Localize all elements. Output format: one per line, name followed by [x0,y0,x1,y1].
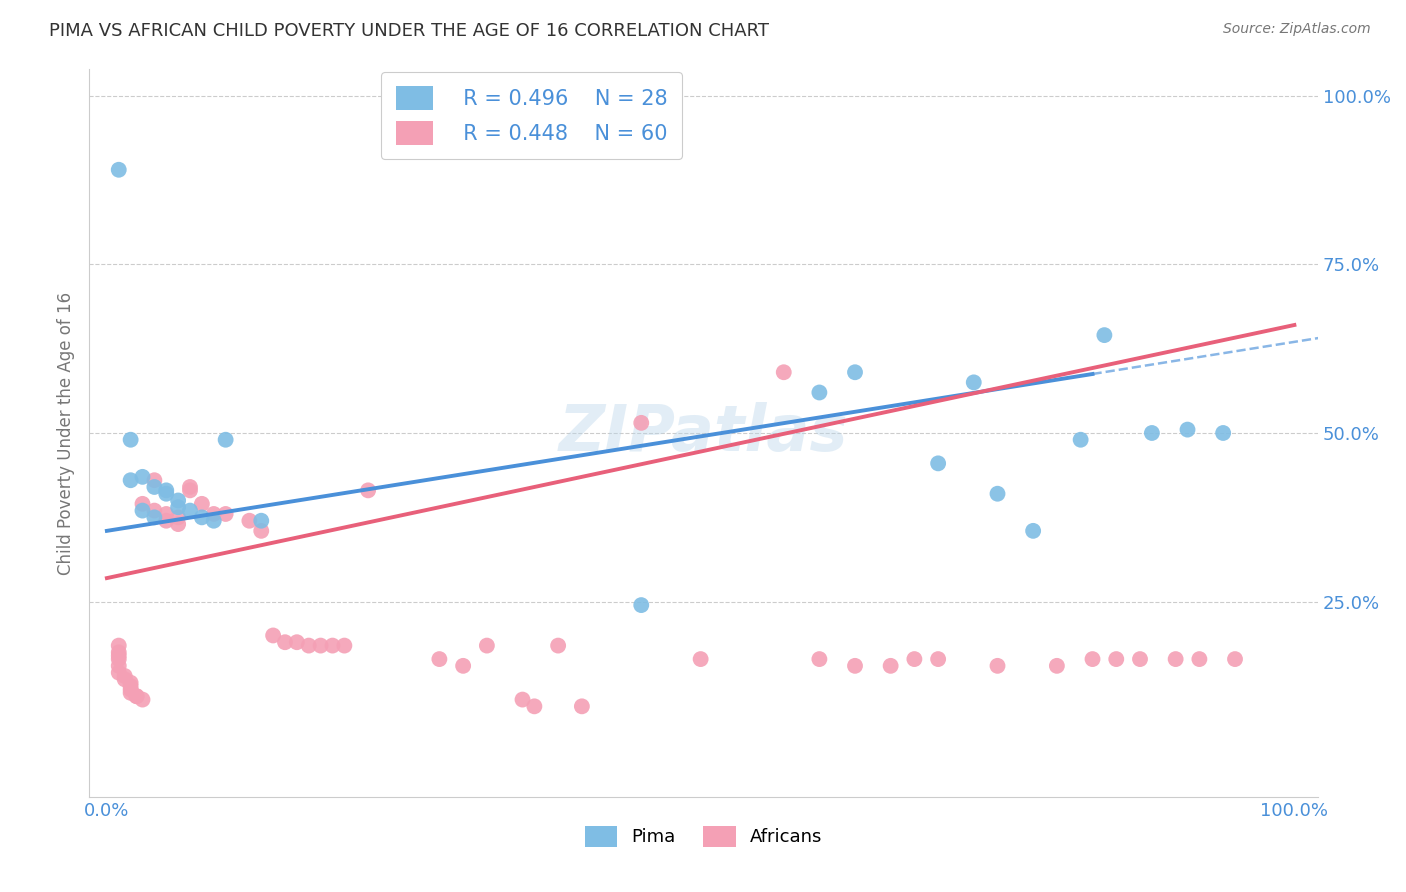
Point [114,673,136,687]
Point [523,699,546,714]
Point [107,648,129,663]
Point [250,524,273,538]
Point [309,639,332,653]
Point [1081,652,1104,666]
Point [1105,652,1128,666]
Point [155,483,177,498]
Point [120,473,142,487]
Point [808,385,831,400]
Point [114,669,136,683]
Point [689,652,711,666]
Point [155,487,177,501]
Text: ZIPatlas: ZIPatlas [558,402,848,464]
Point [262,628,284,642]
Point [238,514,260,528]
Point [475,639,498,653]
Point [107,162,129,177]
Point [155,514,177,528]
Y-axis label: Child Poverty Under the Age of 16: Child Poverty Under the Age of 16 [58,292,75,574]
Point [451,658,474,673]
Point [963,376,986,390]
Point [191,510,214,524]
Point [927,456,949,470]
Point [120,682,142,697]
Point [191,497,214,511]
Point [357,483,380,498]
Point [1070,433,1092,447]
Point [202,514,225,528]
Point [120,433,142,447]
Point [1046,658,1069,673]
Point [107,652,129,666]
Point [107,658,129,673]
Point [143,503,166,517]
Point [630,598,652,612]
Text: PIMA VS AFRICAN CHILD POVERTY UNDER THE AGE OF 16 CORRELATION CHART: PIMA VS AFRICAN CHILD POVERTY UNDER THE … [49,22,769,40]
Point [120,675,142,690]
Point [808,652,831,666]
Point [167,517,190,532]
Point [1164,652,1187,666]
Point [844,365,866,379]
Point [571,699,593,714]
Point [120,679,142,693]
Point [879,658,901,673]
Point [131,503,153,517]
Point [903,652,925,666]
Point [986,658,1008,673]
Point [250,514,273,528]
Point [143,510,166,524]
Point [927,652,949,666]
Point [125,690,148,704]
Point [167,500,190,515]
Point [1092,328,1115,343]
Point [547,639,569,653]
Point [429,652,451,666]
Point [298,639,321,653]
Point [321,639,343,653]
Point [844,658,866,673]
Point [179,503,201,517]
Point [125,690,148,704]
Point [155,507,177,521]
Point [214,507,236,521]
Point [630,416,652,430]
Point [1223,652,1246,666]
Point [131,692,153,706]
Point [1140,425,1163,440]
Point [179,480,201,494]
Point [131,470,153,484]
Point [1177,423,1199,437]
Point [179,483,201,498]
Point [107,639,129,653]
Point [143,473,166,487]
Point [1188,652,1211,666]
Point [143,480,166,494]
Point [107,645,129,659]
Point [214,433,236,447]
Point [120,686,142,700]
Point [107,665,129,680]
Point [1129,652,1152,666]
Point [772,365,794,379]
Point [986,487,1008,501]
Point [131,497,153,511]
Point [202,507,225,521]
Point [1022,524,1045,538]
Point [512,692,534,706]
Text: Source: ZipAtlas.com: Source: ZipAtlas.com [1223,22,1371,37]
Point [333,639,356,653]
Point [167,493,190,508]
Legend: Pima, Africans: Pima, Africans [578,819,830,854]
Point [1212,425,1234,440]
Point [285,635,308,649]
Point [274,635,297,649]
Point [167,510,190,524]
